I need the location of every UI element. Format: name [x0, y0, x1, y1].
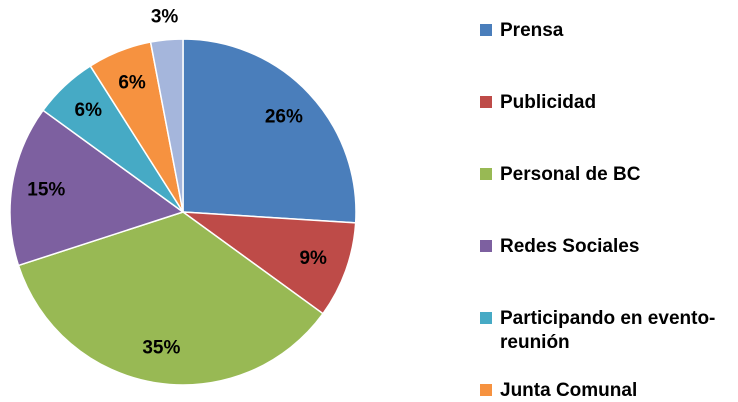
- legend-item: Personal de BC: [480, 163, 730, 187]
- legend-label: Prensa: [500, 20, 564, 41]
- legend-label: Redes Sociales: [500, 236, 640, 257]
- legend-label: Junta Comunal: [500, 380, 638, 401]
- pie-slice: [17, 211, 325, 386]
- data-label: 3%: [151, 6, 179, 27]
- pie-slice: [9, 109, 185, 267]
- legend-swatch: [480, 168, 492, 180]
- legend-label: Publicidad: [500, 92, 597, 113]
- data-label: 6%: [118, 72, 146, 93]
- data-label: 15%: [27, 179, 65, 200]
- legend-swatch: [480, 96, 492, 108]
- data-label: 26%: [265, 106, 303, 127]
- legend-item: Participando en evento-reunión: [480, 307, 730, 355]
- legend-item: Redes Sociales: [480, 235, 730, 259]
- data-label: 9%: [299, 248, 327, 269]
- legend-item: Junta Comunal: [480, 379, 730, 402]
- legend-item: Prensa: [480, 19, 730, 43]
- legend-item: Publicidad: [480, 91, 730, 115]
- pie-slice: [149, 38, 184, 213]
- pie-slice: [182, 38, 357, 224]
- data-label: 35%: [142, 338, 180, 359]
- legend-label: Participando en evento-reunión: [500, 308, 716, 353]
- legend-swatch: [480, 24, 492, 36]
- legend-label: Personal de BC: [500, 164, 641, 185]
- legend-swatch: [480, 240, 492, 252]
- legend-swatch: [480, 312, 492, 324]
- pie-slice: [180, 211, 357, 315]
- legend-swatch: [480, 384, 492, 396]
- data-label: 6%: [75, 100, 103, 121]
